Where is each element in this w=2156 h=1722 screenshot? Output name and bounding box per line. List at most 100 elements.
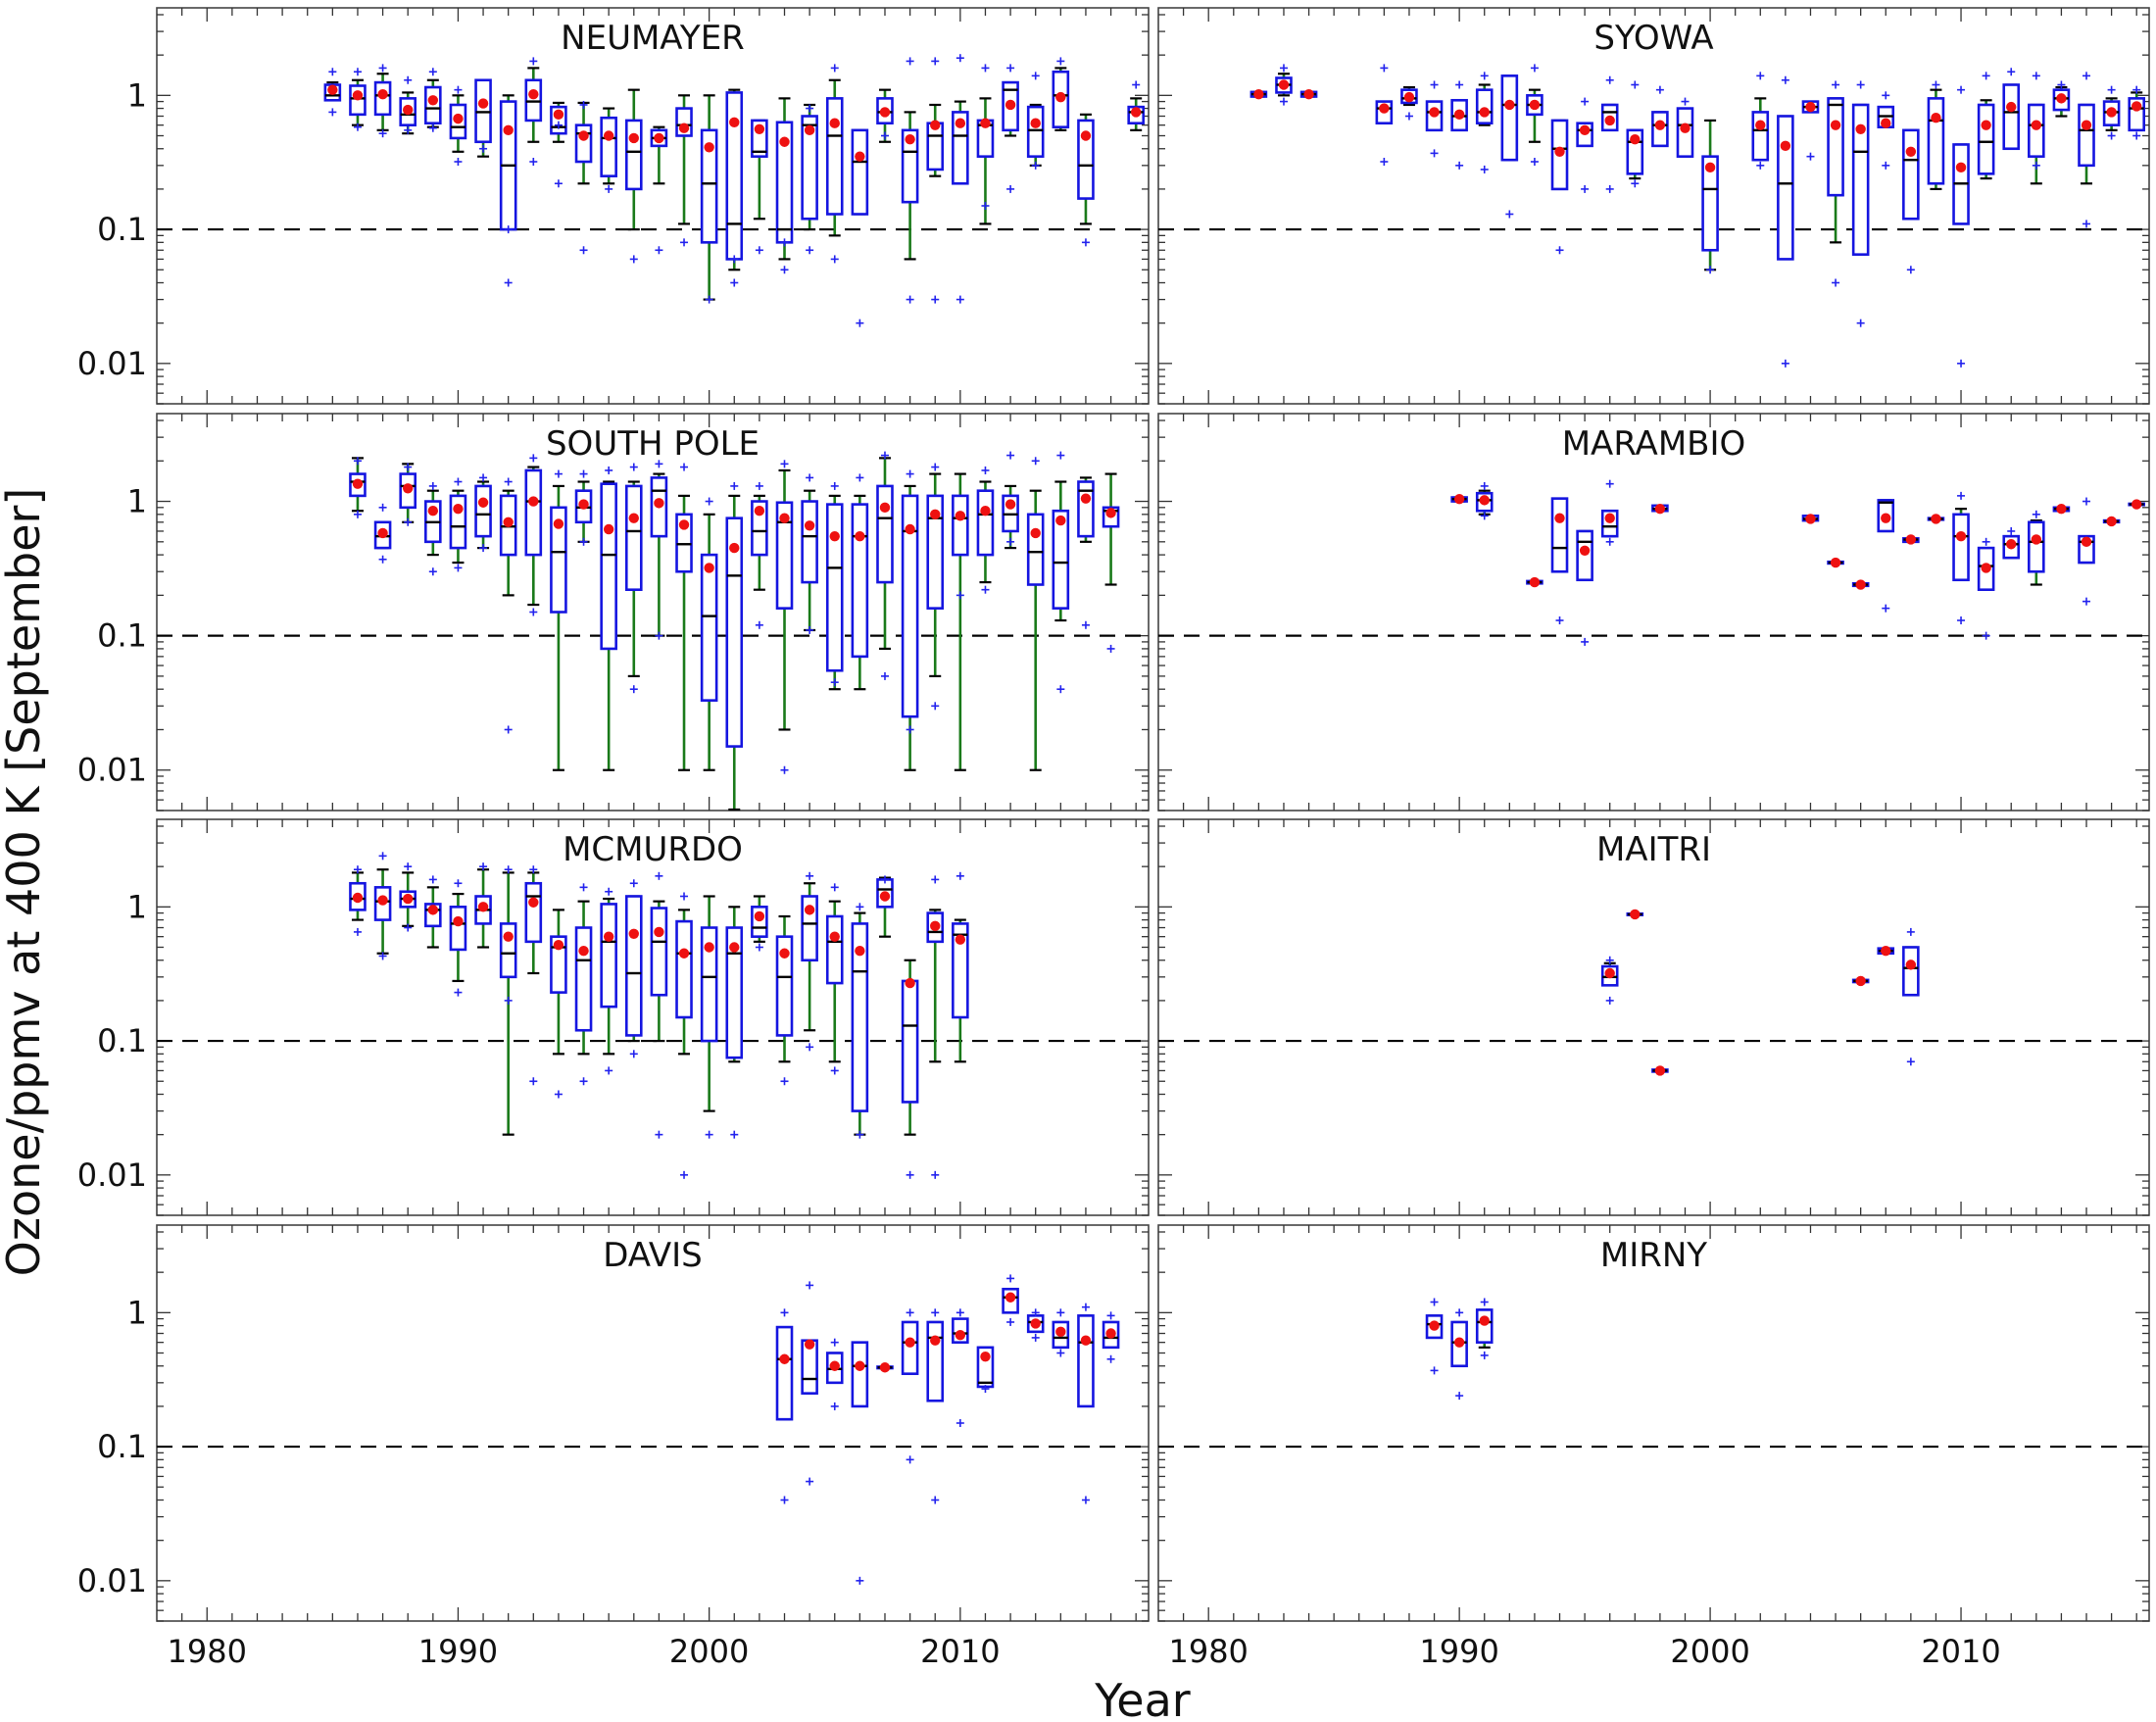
y-tick-label: 0.01 (77, 1156, 147, 1194)
mean-marker (477, 902, 489, 912)
mean-marker (1554, 513, 1565, 523)
iqr-box (1751, 111, 1770, 162)
iqr-box (1026, 105, 1045, 158)
box-1995 (574, 883, 593, 1086)
panel-south-pole: 0.01 0.1 1 SOUTH POLE (77, 413, 1150, 812)
box-2005 (825, 481, 844, 691)
box-2002 (751, 895, 768, 952)
mean-marker (2056, 503, 2067, 515)
box-1989 (1425, 80, 1444, 158)
iqr-box (825, 503, 844, 672)
box-2010 (952, 871, 969, 1063)
mean-marker (628, 928, 639, 939)
box-1995 (1576, 529, 1593, 646)
mean-marker (1704, 162, 1716, 173)
box-1987 (373, 852, 392, 960)
mean-marker (1479, 1315, 1490, 1326)
box-1999 (1676, 97, 1694, 158)
box-2012 (1002, 1274, 1019, 1326)
mean-marker (603, 130, 614, 141)
mean-marker (1055, 1326, 1066, 1338)
mean-marker (754, 123, 765, 134)
station-title: MARAMBIO (1562, 424, 1746, 464)
mean-marker (779, 1353, 790, 1364)
box-2007 (1877, 91, 1895, 170)
iqr-box (775, 1325, 794, 1421)
box-1987 (1375, 64, 1394, 167)
box-1986 (349, 865, 367, 936)
mean-marker (352, 892, 364, 904)
box-2014 (1052, 451, 1070, 694)
mean-marker (1403, 91, 1415, 103)
mean-marker (1579, 545, 1591, 556)
box-1998 (1651, 1065, 1669, 1076)
box-2009 (926, 875, 945, 1179)
iqr-box (524, 468, 543, 557)
box-2008 (901, 469, 919, 771)
y-tick-label: 0.01 (77, 1562, 147, 1599)
box-1984 (1299, 88, 1318, 100)
iqr-box (524, 881, 543, 944)
mean-marker (1529, 99, 1541, 111)
mean-marker (729, 542, 740, 554)
mean-marker (628, 132, 639, 144)
mean-marker (578, 945, 589, 957)
iqr-box (624, 119, 643, 191)
box-1990 (449, 85, 467, 167)
mean-marker (1429, 107, 1440, 118)
mean-marker (905, 977, 915, 989)
mean-marker (403, 893, 414, 905)
box-2013 (2028, 72, 2045, 185)
iqr-box (600, 903, 617, 1009)
iqr-box (1052, 509, 1070, 610)
mean-marker (829, 931, 840, 942)
box-1997 (1626, 80, 1644, 188)
iqr-box (926, 1320, 945, 1402)
box-1996 (600, 887, 617, 1075)
mean-marker (1130, 107, 1142, 118)
box-2017 (2128, 85, 2146, 140)
mean-marker (578, 499, 589, 510)
box-2003 (1777, 75, 1794, 368)
mean-marker (553, 518, 564, 529)
mean-marker (955, 1330, 966, 1341)
box-2014 (2052, 503, 2071, 515)
box-1992 (499, 477, 517, 734)
panel-frame (1157, 818, 2150, 1216)
mean-marker (829, 530, 840, 542)
box-2007 (876, 1362, 894, 1373)
mean-marker (678, 123, 690, 133)
box-2011 (976, 466, 995, 594)
iqr-box (851, 503, 869, 659)
station-title: MAITRI (1596, 830, 1711, 869)
box-2004 (1801, 100, 1820, 161)
iqr-box (901, 494, 919, 718)
mean-marker (2106, 107, 2117, 118)
box-1994 (550, 101, 567, 188)
iqr-box (1701, 155, 1719, 252)
iqr-box (901, 1320, 919, 1375)
x-tick-label: 2010 (1921, 1633, 2000, 1670)
iqr-box (1902, 128, 1920, 221)
x-tick-label: 1990 (418, 1633, 498, 1670)
mean-marker (678, 948, 690, 959)
panel-davis: 0.01 0.1 1 DAVIS (77, 1224, 1150, 1622)
iqr-box (1952, 513, 1970, 582)
mean-marker (704, 142, 714, 153)
iqr-box (801, 500, 818, 584)
iqr-box (1777, 115, 1794, 261)
panel-maitri: MAITRI (1157, 818, 2150, 1216)
y-tick-label: 1 (127, 483, 147, 520)
iqr-box (775, 501, 794, 610)
box-2017 (1127, 80, 1145, 131)
box-2003 (775, 1308, 794, 1504)
mean-marker (528, 897, 539, 908)
mean-marker (1479, 495, 1490, 506)
box-1996 (600, 107, 617, 193)
mean-marker (503, 124, 514, 136)
box-1999 (675, 463, 693, 771)
box-2013 (1026, 1308, 1045, 1342)
box-1993 (524, 454, 543, 616)
iqr-box (725, 926, 744, 1059)
box-1990 (449, 879, 467, 997)
